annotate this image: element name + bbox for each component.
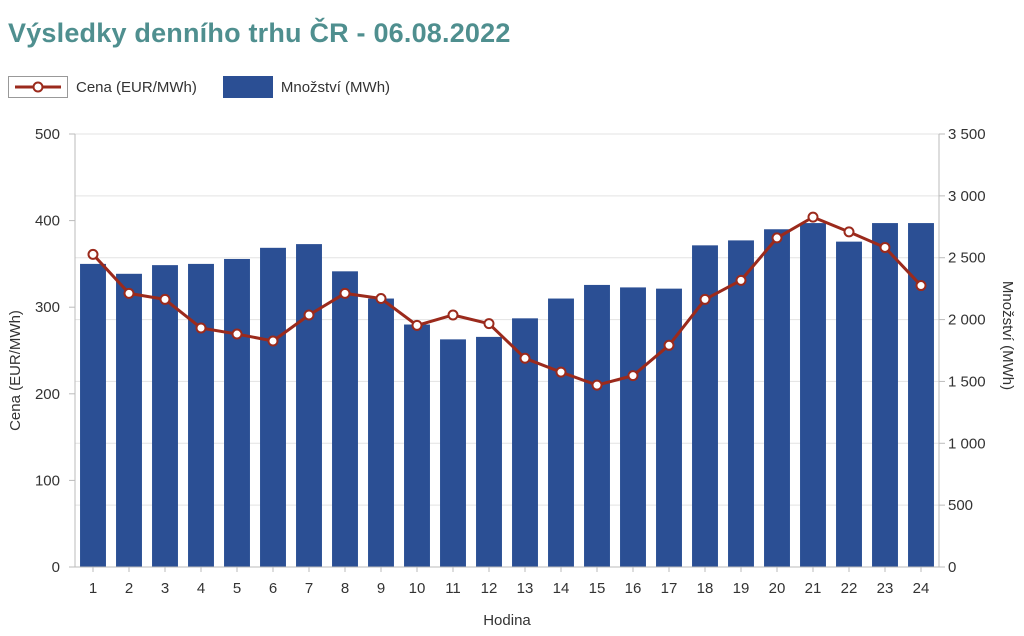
- x-tick-label: 4: [197, 580, 205, 597]
- price-point-9[interactable]: [375, 293, 387, 305]
- legend-bar-swatch-icon: [222, 76, 273, 98]
- left-tick-label: 0: [52, 559, 60, 576]
- x-tick-label: 23: [877, 580, 894, 597]
- price-point-19[interactable]: [735, 274, 747, 286]
- bar-quantity-20[interactable]: [764, 229, 790, 567]
- legend-line-swatch-icon: [8, 76, 68, 98]
- bar-quantity-15[interactable]: [584, 284, 610, 567]
- x-tick-label: 17: [661, 580, 678, 597]
- right-tick-label: 500: [948, 497, 973, 514]
- chart-title: Výsledky denního trhu ČR - 06.08.2022: [8, 18, 511, 48]
- x-tick-label: 19: [733, 580, 750, 597]
- bar-quantity-12[interactable]: [476, 336, 502, 567]
- bar-quantity-5[interactable]: [224, 258, 250, 567]
- x-tick-label: 2: [125, 580, 133, 597]
- x-tick-label: 24: [913, 580, 930, 597]
- left-tick-label: 300: [35, 299, 60, 316]
- price-point-21[interactable]: [807, 211, 819, 223]
- x-tick-label: 3: [161, 580, 169, 597]
- bar-quantity-3[interactable]: [152, 265, 178, 567]
- bar-quantity-6[interactable]: [260, 247, 286, 567]
- price-point-6[interactable]: [267, 335, 279, 347]
- left-axis-title: Cena (EUR/MWh): [7, 310, 24, 431]
- x-tick-label: 12: [481, 580, 498, 597]
- x-tick-label: 5: [233, 580, 241, 597]
- right-tick-label: 3 500: [948, 126, 986, 143]
- price-point-13[interactable]: [519, 352, 531, 364]
- right-tick-label: 3 000: [948, 188, 986, 205]
- price-line: [91, 215, 923, 387]
- chart-legend: Cena (EUR/MWh) Množství (MWh): [8, 74, 416, 100]
- price-point-12[interactable]: [483, 318, 495, 330]
- left-tick-label: 100: [35, 472, 60, 489]
- price-point-14[interactable]: [555, 366, 567, 378]
- x-tick-label: 10: [409, 580, 426, 597]
- price-point-4[interactable]: [195, 322, 207, 334]
- price-point-5[interactable]: [231, 328, 243, 340]
- x-tick-label: 1: [89, 580, 97, 597]
- right-tick-label: 2 500: [948, 250, 986, 267]
- bar-quantity-4[interactable]: [188, 263, 214, 567]
- legend-label-price: Cena (EUR/MWh): [76, 78, 197, 96]
- bar-quantity-19[interactable]: [728, 240, 754, 567]
- x-tick-label: 14: [553, 580, 570, 597]
- bar-quantity-23[interactable]: [872, 223, 898, 567]
- bar-quantity-22[interactable]: [836, 241, 862, 568]
- left-tick-label: 500: [35, 126, 60, 143]
- price-point-20[interactable]: [771, 232, 783, 244]
- price-point-22[interactable]: [843, 226, 855, 238]
- price-point-8[interactable]: [339, 287, 351, 299]
- bar-quantity-1[interactable]: [80, 263, 106, 567]
- price-point-23[interactable]: [879, 241, 891, 253]
- right-tick-label: 1 500: [948, 373, 986, 390]
- price-point-16[interactable]: [627, 370, 639, 382]
- bar-quantity-21[interactable]: [800, 223, 826, 567]
- legend-item-quantity[interactable]: Množství (MWh): [222, 76, 391, 98]
- legend-item-price[interactable]: Cena (EUR/MWh): [8, 76, 197, 98]
- x-tick-label: 7: [305, 580, 313, 597]
- left-tick-label: 400: [35, 213, 60, 230]
- bar-quantity-7[interactable]: [296, 244, 322, 567]
- x-axis-title: Hodina: [483, 612, 531, 629]
- x-tick-label: 15: [589, 580, 606, 597]
- price-point-10[interactable]: [411, 319, 423, 331]
- price-point-18[interactable]: [699, 293, 711, 305]
- right-tick-label: 1 000: [948, 435, 986, 452]
- x-tick-label: 20: [769, 580, 786, 597]
- x-tick-label: 6: [269, 580, 277, 597]
- bar-quantity-16[interactable]: [620, 287, 646, 567]
- x-tick-label: 21: [805, 580, 822, 597]
- x-tick-label: 18: [697, 580, 714, 597]
- right-tick-label: 0: [948, 559, 956, 576]
- right-axis-title: Množství (MWh): [999, 281, 1016, 390]
- price-point-1[interactable]: [87, 248, 99, 260]
- x-tick-label: 11: [445, 580, 461, 597]
- price-point-3[interactable]: [159, 293, 171, 305]
- bar-quantity-14[interactable]: [548, 298, 574, 567]
- bar-quantity-9[interactable]: [368, 298, 394, 567]
- x-tick-label: 8: [341, 580, 349, 597]
- price-point-11[interactable]: [447, 309, 459, 321]
- right-tick-label: 2 000: [948, 312, 986, 329]
- legend-label-quantity: Množství (MWh): [280, 78, 391, 96]
- bar-quantity-17[interactable]: [656, 288, 682, 567]
- price-point-15[interactable]: [591, 379, 603, 391]
- x-tick-label: 13: [517, 580, 534, 597]
- x-tick-label: 22: [841, 580, 858, 597]
- price-point-24[interactable]: [915, 280, 927, 292]
- bar-quantity-11[interactable]: [440, 339, 466, 567]
- x-tick-label: 16: [625, 580, 642, 597]
- x-tick-label: 9: [377, 580, 385, 597]
- bar-quantity-2[interactable]: [116, 273, 142, 567]
- price-point-7[interactable]: [303, 309, 315, 321]
- bar-quantity-10[interactable]: [404, 324, 430, 567]
- left-tick-label: 200: [35, 386, 60, 403]
- price-point-2[interactable]: [123, 287, 135, 299]
- bar-quantity-8[interactable]: [332, 271, 358, 567]
- price-point-17[interactable]: [663, 339, 675, 351]
